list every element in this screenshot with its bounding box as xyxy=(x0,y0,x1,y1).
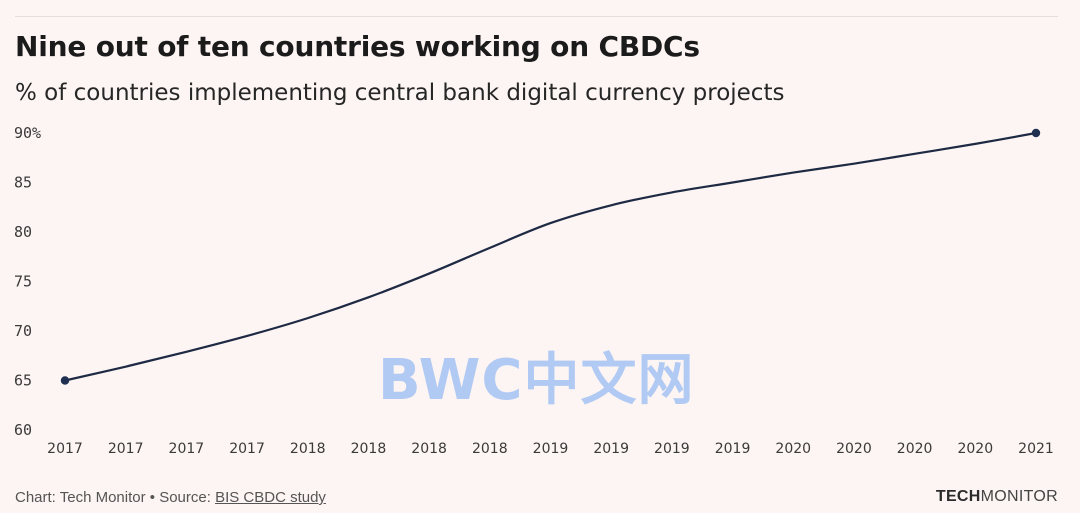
y-tick-label: 60 xyxy=(14,421,32,439)
series-line xyxy=(63,131,1038,382)
chart-subtitle: % of countries implementing central bank… xyxy=(15,80,785,106)
brand-logo: TECHMONITOR xyxy=(936,488,1058,506)
y-tick-label: 75 xyxy=(14,273,32,291)
y-axis: 90% 85 80 75 70 65 60 xyxy=(14,124,41,439)
x-tick-label: 2018 xyxy=(290,441,326,457)
chart-credit: Chart: Tech Monitor • Source: BIS CBDC s… xyxy=(15,489,326,506)
watermark-text: BWC中文网 xyxy=(378,348,695,413)
brand-monitor: MONITOR xyxy=(980,488,1058,505)
brand-tech: TECH xyxy=(935,488,981,505)
source-link[interactable]: BIS CBDC study xyxy=(215,489,326,506)
x-tick-label: 2019 xyxy=(593,441,629,457)
x-tick-label: 2019 xyxy=(533,441,569,457)
y-tick-label: 80 xyxy=(14,223,32,241)
x-tick-label: 2017 xyxy=(169,441,205,457)
x-tick-label: 2017 xyxy=(108,441,144,457)
x-tick-label: 2018 xyxy=(351,441,387,457)
data-point-marker xyxy=(60,376,70,385)
x-tick-label: 2019 xyxy=(654,441,690,457)
y-tick-label: 85 xyxy=(14,174,32,192)
x-tick-label: 2020 xyxy=(897,441,933,457)
credit-prefix: Chart: Tech Monitor • Source: xyxy=(15,489,216,506)
x-tick-label: 2017 xyxy=(229,441,265,457)
x-tick-label: 2018 xyxy=(411,441,447,457)
data-point-marker xyxy=(1031,128,1041,138)
x-axis: 2017 2017 2017 2017 2018 2018 2018 2018 2019 2019… xyxy=(47,441,1054,457)
y-tick-label: 90% xyxy=(14,124,41,142)
data-markers xyxy=(60,128,1041,385)
x-tick-label: 2021 xyxy=(1018,441,1054,457)
x-tick-label: 2018 xyxy=(472,441,508,457)
y-tick-label: 70 xyxy=(14,322,32,340)
x-tick-label: 2020 xyxy=(957,441,993,457)
x-tick-label: 2020 xyxy=(836,441,872,457)
x-tick-label: 2017 xyxy=(47,441,83,457)
top-divider xyxy=(15,16,1058,17)
x-tick-label: 2020 xyxy=(775,441,811,457)
x-tick-label: 2019 xyxy=(715,441,751,457)
y-tick-label: 65 xyxy=(14,372,32,390)
chart-title: Nine out of ten countries working on CBD… xyxy=(15,30,700,63)
